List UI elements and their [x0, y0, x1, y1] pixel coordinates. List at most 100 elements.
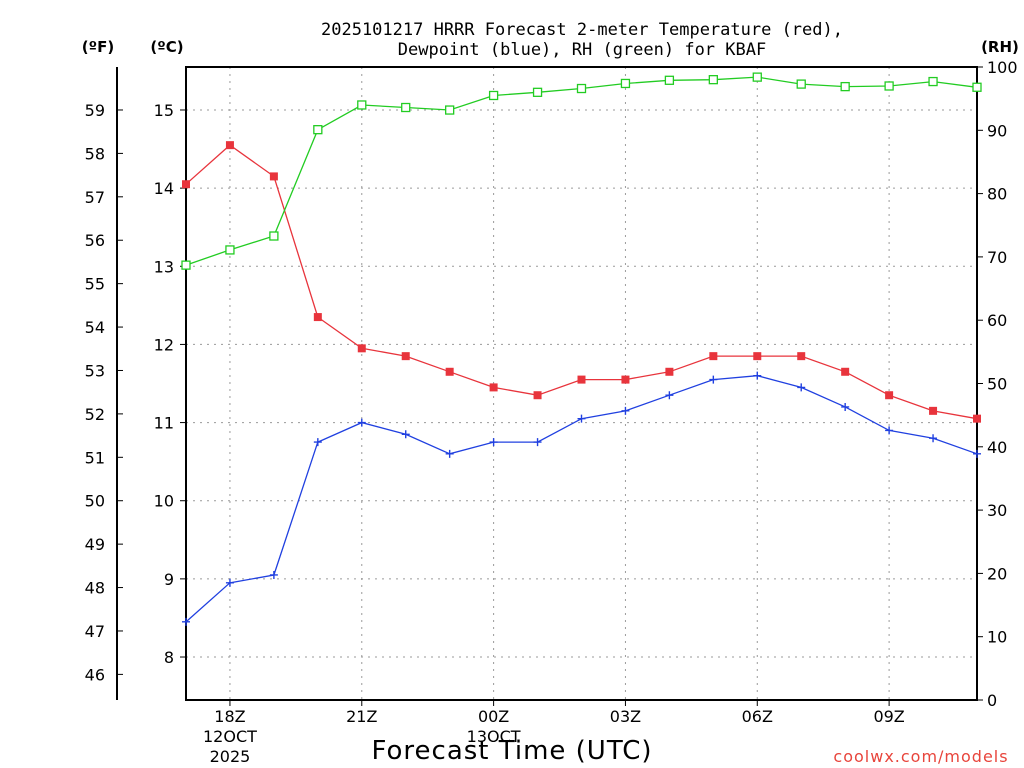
c-tick-label: 10 — [154, 492, 174, 511]
dewpoint-point — [577, 414, 586, 423]
x-tick-label: 18Z — [214, 707, 245, 726]
rh-point — [928, 76, 938, 87]
temperature-point — [269, 172, 278, 181]
f-tick-label: 58 — [85, 144, 105, 163]
dewpoint-point — [973, 449, 981, 458]
temperature-point — [401, 352, 410, 361]
f-tick-label: 56 — [85, 231, 105, 250]
axes: 8 9 10 11 12 13 14 15 46 47 48 49 50 51 52 53 54 55 56 57 58… — [85, 58, 1018, 766]
f-tick-label: 54 — [85, 318, 105, 337]
f-tick-label: 57 — [85, 188, 105, 207]
rh-tick-label: 50 — [987, 375, 1007, 394]
f-tick-label: 50 — [85, 492, 105, 511]
dewpoint-point — [929, 434, 938, 443]
temperature-point — [445, 367, 454, 376]
celsius-unit-label: (ºC) — [150, 38, 183, 56]
fahrenheit-unit-label: (ºF) — [82, 38, 114, 56]
f-tick-label: 51 — [85, 448, 105, 467]
c-tick-label: 15 — [154, 101, 174, 120]
chart-title-line1: 2025101217 HRRR Forecast 2-meter Tempera… — [321, 20, 843, 40]
c-tick-label: 11 — [154, 414, 174, 433]
dewpoint-point — [313, 438, 322, 447]
x-tick-label: 03Z — [610, 707, 641, 726]
temperature-point — [489, 383, 498, 392]
chart-title-line2: Dewpoint (blue), RH (green) for KBAF — [398, 40, 766, 60]
rh-point — [972, 82, 982, 92]
rh-point — [313, 125, 323, 135]
rh-point — [269, 231, 279, 241]
dewpoint-point — [269, 570, 278, 579]
rh-tick-label: 80 — [987, 185, 1007, 204]
temperature-point — [665, 367, 674, 376]
dewpoint-point — [797, 383, 806, 392]
rh-line — [185, 76, 978, 266]
rh-tick-label: 40 — [987, 438, 1007, 457]
rh-point — [181, 260, 191, 270]
dewpoint-point — [533, 438, 542, 447]
rh-point — [752, 72, 762, 82]
rh-point — [401, 102, 411, 113]
rh-point — [357, 100, 367, 110]
c-tick-label: 14 — [154, 179, 174, 198]
f-tick-label: 55 — [85, 275, 105, 294]
rh-tick-label: 70 — [987, 248, 1007, 267]
x-tick-label: 00Z — [478, 707, 509, 726]
rh-point — [840, 81, 850, 92]
temperature-point — [533, 391, 542, 400]
dewpoint-point — [445, 449, 454, 458]
f-tick-label: 53 — [85, 361, 105, 380]
dewpoint-point — [621, 406, 630, 415]
temperature-point — [709, 352, 718, 361]
temperature-point — [841, 367, 850, 376]
series-layer — [181, 72, 982, 626]
dewpoint-point — [753, 371, 762, 380]
x-tick-label: 21Z — [346, 707, 377, 726]
dewpoint-point — [665, 391, 674, 400]
rh-unit-label: (RH) — [981, 38, 1019, 56]
temperature-point — [225, 141, 234, 150]
x-tick-year-label: 2025 — [210, 747, 251, 766]
temperature-point — [182, 180, 190, 189]
rh-point — [664, 75, 675, 85]
dewpoint-point — [182, 617, 190, 626]
f-tick-label: 59 — [85, 101, 105, 120]
rh-point — [488, 90, 499, 101]
c-tick-label: 9 — [164, 570, 174, 589]
x-tick-label: 06Z — [742, 707, 773, 726]
f-tick-label: 48 — [85, 579, 105, 598]
rh-point — [620, 78, 631, 89]
rh-point — [532, 87, 543, 97]
f-tick-label: 47 — [85, 622, 105, 641]
temperature-point — [357, 344, 366, 353]
rh-tick-label: 30 — [987, 501, 1007, 520]
temperature-point — [929, 406, 938, 415]
temperature-point — [797, 352, 806, 361]
rh-point — [796, 79, 806, 89]
rh-point — [576, 83, 587, 94]
temperature-point — [577, 375, 586, 384]
x-tick-label: 09Z — [873, 707, 904, 726]
dewpoint-point — [401, 430, 410, 439]
rh-tick-label: 100 — [987, 58, 1018, 77]
c-tick-label: 13 — [154, 257, 174, 276]
temperature-point — [885, 391, 894, 400]
f-tick-label: 52 — [85, 405, 105, 424]
f-tick-label: 49 — [85, 535, 105, 554]
rh-point — [708, 75, 718, 85]
c-tick-label: 8 — [164, 648, 174, 667]
dewpoint-point — [709, 375, 718, 384]
temperature-point — [313, 313, 322, 322]
dewpoint-point — [841, 402, 850, 411]
rh-tick-label: 0 — [987, 691, 997, 710]
temperature-point — [973, 414, 981, 423]
rh-point — [884, 81, 894, 91]
dewpoint-point — [357, 418, 366, 427]
x-tick-date-label: 13OCT — [467, 727, 521, 746]
c-tick-label: 12 — [154, 335, 174, 354]
temperature-point — [753, 352, 762, 361]
temperature-point — [621, 375, 630, 384]
rh-point — [225, 245, 235, 255]
rh-point — [445, 105, 455, 115]
x-axis-title: Forecast Time (UTC) — [371, 736, 652, 766]
